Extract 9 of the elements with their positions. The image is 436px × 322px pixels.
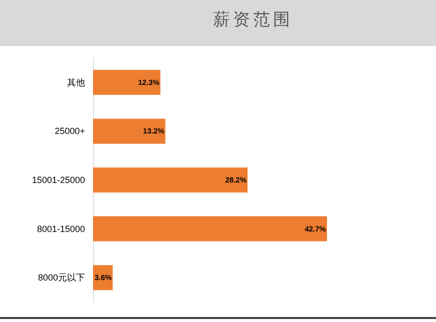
y-tick-label: 其他 [67,77,85,88]
bar [93,216,327,242]
y-tick-label: 25000+ [54,126,85,136]
y-tick-label: 8001-15000 [36,224,85,234]
y-tick-label: 8000元以下 [38,272,85,283]
bar [93,70,160,95]
bar [93,168,248,192]
bar [93,118,166,144]
y-tick-label: 15001-25000 [32,175,85,185]
